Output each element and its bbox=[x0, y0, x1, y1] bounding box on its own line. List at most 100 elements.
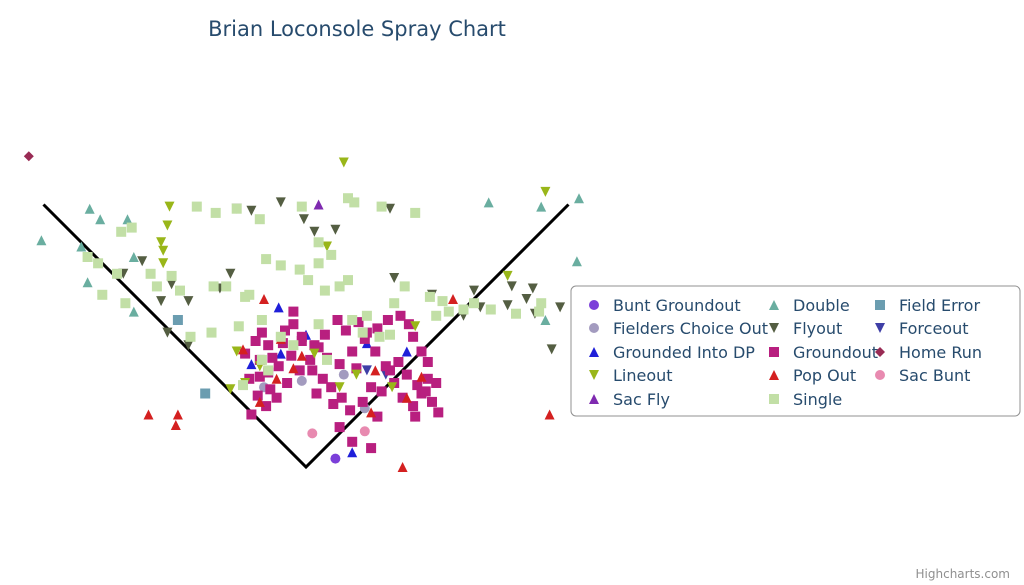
point-groundout[interactable] bbox=[294, 365, 305, 376]
point-single[interactable] bbox=[120, 298, 131, 309]
point-single[interactable] bbox=[238, 380, 248, 391]
point-lineout[interactable] bbox=[231, 346, 242, 357]
point-groundout[interactable] bbox=[382, 315, 393, 325]
point-double[interactable] bbox=[36, 235, 47, 246]
point-groundout[interactable] bbox=[347, 436, 358, 447]
point-single[interactable] bbox=[296, 201, 307, 212]
point-single[interactable] bbox=[458, 304, 469, 315]
point-single[interactable] bbox=[206, 327, 217, 338]
point-groundout[interactable] bbox=[296, 336, 307, 346]
point-double[interactable] bbox=[536, 201, 547, 212]
point-grounded-into-dp[interactable] bbox=[275, 348, 286, 359]
point-single[interactable] bbox=[399, 281, 410, 292]
legend-item-lineout[interactable]: Lineout bbox=[589, 366, 673, 385]
point-single[interactable] bbox=[374, 331, 385, 342]
point-grounded-into-dp[interactable] bbox=[273, 302, 284, 313]
point-single[interactable] bbox=[349, 197, 360, 208]
point-forceout[interactable] bbox=[361, 365, 372, 376]
point-pop-out[interactable] bbox=[170, 420, 181, 430]
point-pop-out[interactable] bbox=[397, 462, 408, 472]
point-groundout[interactable] bbox=[317, 373, 328, 384]
legend-item-single[interactable]: Single bbox=[769, 390, 842, 409]
point-lineout[interactable] bbox=[322, 241, 332, 252]
legend-item-fielders-choice-out[interactable]: Fielders Choice Out bbox=[589, 319, 768, 338]
point-groundout[interactable] bbox=[385, 365, 395, 376]
point-single[interactable] bbox=[469, 298, 479, 309]
point-single[interactable] bbox=[244, 289, 255, 300]
point-single[interactable] bbox=[343, 193, 353, 204]
legend-item-double[interactable]: Double bbox=[769, 296, 850, 315]
point-flyout[interactable] bbox=[330, 224, 341, 235]
point-groundout[interactable] bbox=[431, 378, 442, 388]
point-single[interactable] bbox=[256, 315, 267, 325]
point-groundout[interactable] bbox=[261, 401, 272, 412]
point-lineout[interactable] bbox=[164, 201, 175, 212]
point-flyout[interactable] bbox=[246, 205, 257, 216]
point-single[interactable] bbox=[210, 207, 221, 218]
point-single[interactable] bbox=[347, 315, 358, 325]
point-groundout[interactable] bbox=[412, 380, 423, 391]
point-groundout[interactable] bbox=[282, 378, 293, 388]
point-fielders-choice-out[interactable] bbox=[338, 369, 349, 380]
point-single[interactable] bbox=[185, 331, 196, 342]
point-groundout[interactable] bbox=[372, 323, 383, 334]
point-groundout[interactable] bbox=[408, 331, 419, 342]
point-lineout[interactable] bbox=[162, 220, 173, 231]
point-lineout[interactable] bbox=[309, 348, 320, 359]
point-groundout[interactable] bbox=[265, 384, 276, 395]
point-lineout[interactable] bbox=[158, 258, 169, 269]
point-bunt-groundout[interactable] bbox=[330, 453, 341, 464]
point-double[interactable] bbox=[84, 203, 95, 214]
point-groundout[interactable] bbox=[340, 325, 351, 336]
point-flyout[interactable] bbox=[527, 283, 538, 294]
point-lineout[interactable] bbox=[225, 384, 236, 395]
point-single[interactable] bbox=[275, 331, 286, 342]
point-flyout[interactable] bbox=[275, 197, 286, 208]
point-groundout[interactable] bbox=[422, 373, 433, 384]
point-pop-out[interactable] bbox=[172, 409, 183, 420]
point-single[interactable] bbox=[313, 319, 324, 330]
point-groundout[interactable] bbox=[372, 411, 383, 422]
point-grounded-into-dp[interactable] bbox=[246, 359, 257, 370]
point-groundout[interactable] bbox=[326, 382, 337, 393]
point-groundout[interactable] bbox=[336, 392, 347, 403]
point-single[interactable] bbox=[376, 201, 387, 212]
point-groundout[interactable] bbox=[254, 371, 265, 382]
point-lineout[interactable] bbox=[540, 186, 551, 197]
point-groundout[interactable] bbox=[305, 354, 316, 365]
point-pop-out[interactable] bbox=[143, 409, 154, 420]
point-pop-out[interactable] bbox=[544, 409, 555, 420]
legend-item-sac-bunt[interactable]: Sac Bunt bbox=[875, 366, 970, 385]
point-single[interactable] bbox=[334, 281, 345, 292]
point-lineout[interactable] bbox=[502, 270, 513, 281]
point-groundout[interactable] bbox=[366, 443, 377, 454]
legend-item-flyout[interactable]: Flyout bbox=[769, 319, 842, 338]
point-single[interactable] bbox=[536, 298, 547, 309]
point-flyout[interactable] bbox=[521, 294, 532, 304]
point-groundout[interactable] bbox=[273, 361, 284, 372]
point-lineout[interactable] bbox=[156, 237, 167, 248]
point-double[interactable] bbox=[571, 256, 582, 267]
point-double[interactable] bbox=[128, 252, 139, 262]
point-pop-out[interactable] bbox=[259, 294, 269, 304]
point-groundout[interactable] bbox=[403, 319, 414, 330]
point-single[interactable] bbox=[93, 258, 104, 269]
point-single[interactable] bbox=[389, 298, 400, 309]
point-groundout[interactable] bbox=[280, 325, 290, 336]
point-lineout[interactable] bbox=[334, 382, 345, 393]
point-groundout[interactable] bbox=[357, 396, 368, 407]
point-single[interactable] bbox=[231, 203, 242, 214]
legend-item-bunt-groundout[interactable]: Bunt Groundout bbox=[589, 296, 741, 315]
legend-item-grounded-into-dp[interactable]: Grounded Into DP bbox=[589, 343, 755, 362]
point-lineout[interactable] bbox=[387, 382, 398, 393]
point-single[interactable] bbox=[294, 264, 305, 275]
point-single[interactable] bbox=[326, 249, 337, 260]
point-groundout[interactable] bbox=[332, 315, 343, 325]
point-groundout[interactable] bbox=[252, 390, 263, 401]
point-groundout[interactable] bbox=[370, 346, 381, 357]
legend-item-groundout[interactable]: Groundout bbox=[769, 343, 878, 362]
point-lineout[interactable] bbox=[338, 157, 349, 168]
point-double[interactable] bbox=[76, 241, 87, 252]
point-groundout[interactable] bbox=[351, 363, 362, 374]
point-flyout[interactable] bbox=[502, 300, 513, 311]
